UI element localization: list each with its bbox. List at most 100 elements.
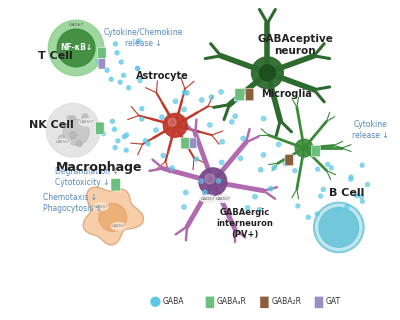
Circle shape [170,166,174,170]
Circle shape [241,136,246,140]
Circle shape [122,73,126,77]
Circle shape [359,195,363,199]
Text: Chemotaxis ↓
Phagocytosis ↓: Chemotaxis ↓ Phagocytosis ↓ [43,193,102,213]
Circle shape [82,117,88,123]
Text: B Cell: B Cell [329,188,364,198]
FancyBboxPatch shape [245,88,254,101]
Circle shape [354,194,358,197]
Polygon shape [83,187,143,245]
Circle shape [163,113,187,137]
Circle shape [124,148,128,152]
Circle shape [99,60,103,64]
Circle shape [154,128,158,132]
Ellipse shape [94,203,108,211]
Circle shape [70,132,77,139]
Circle shape [57,29,95,67]
Circle shape [48,20,104,76]
Circle shape [194,157,199,161]
Circle shape [105,68,109,72]
Ellipse shape [56,139,70,146]
Circle shape [160,115,164,119]
Circle shape [283,162,288,166]
Circle shape [47,105,99,156]
FancyBboxPatch shape [98,47,106,59]
Circle shape [257,208,262,212]
Circle shape [314,203,364,252]
Circle shape [233,114,237,118]
Text: Astrocyte: Astrocyte [136,71,188,81]
Ellipse shape [200,195,216,203]
Circle shape [71,116,76,121]
Circle shape [260,65,275,81]
Text: GAD67: GAD67 [201,197,215,201]
Circle shape [208,123,212,127]
Circle shape [315,212,319,216]
Text: GABAₐR: GABAₐR [217,297,247,306]
FancyBboxPatch shape [285,154,294,166]
Text: GABAceptive
neuron: GABAceptive neuron [257,34,333,56]
FancyBboxPatch shape [189,138,197,148]
Circle shape [262,116,266,121]
Text: GABA: GABA [162,297,184,306]
Circle shape [125,133,128,137]
Circle shape [230,120,234,124]
Circle shape [126,86,130,90]
Ellipse shape [111,222,126,230]
Text: Macrophage: Macrophage [56,161,143,174]
Circle shape [349,175,353,179]
Circle shape [173,99,178,104]
Circle shape [119,60,123,64]
Circle shape [110,119,114,123]
FancyBboxPatch shape [98,59,106,69]
Circle shape [146,142,150,146]
Circle shape [349,177,353,181]
Circle shape [258,168,263,172]
Circle shape [205,174,215,184]
Circle shape [360,199,364,203]
Circle shape [168,118,176,126]
Circle shape [295,139,313,157]
Text: GAD67: GAD67 [94,204,108,209]
Circle shape [199,168,227,196]
Circle shape [161,153,166,158]
Circle shape [182,107,186,112]
Circle shape [144,139,148,143]
Circle shape [345,205,349,209]
Circle shape [326,162,330,166]
Circle shape [246,206,250,210]
Circle shape [76,140,82,147]
Circle shape [216,179,221,183]
Circle shape [67,116,72,121]
Circle shape [151,297,160,306]
Text: T Cell: T Cell [38,51,73,61]
Circle shape [234,98,238,102]
FancyBboxPatch shape [312,145,320,157]
Circle shape [58,135,64,141]
Circle shape [272,165,276,170]
Circle shape [209,95,214,100]
Circle shape [136,66,140,70]
Circle shape [102,132,106,136]
Circle shape [109,77,113,81]
Circle shape [366,182,369,187]
Circle shape [296,204,300,208]
Circle shape [82,114,88,120]
Circle shape [252,57,283,89]
Circle shape [219,90,223,94]
Circle shape [185,91,189,95]
Circle shape [184,190,188,195]
Circle shape [122,135,126,139]
Circle shape [182,91,187,95]
Circle shape [116,139,120,143]
Text: GAD67: GAD67 [112,224,126,228]
FancyBboxPatch shape [111,179,120,191]
Circle shape [306,215,310,219]
FancyBboxPatch shape [314,296,324,308]
Circle shape [140,107,144,111]
Text: GAD67: GAD67 [56,140,70,144]
Circle shape [182,205,186,209]
Text: GAT: GAT [326,297,341,306]
Text: Cytokine
release ↓: Cytokine release ↓ [352,120,389,140]
Circle shape [321,188,325,191]
Circle shape [138,78,142,83]
